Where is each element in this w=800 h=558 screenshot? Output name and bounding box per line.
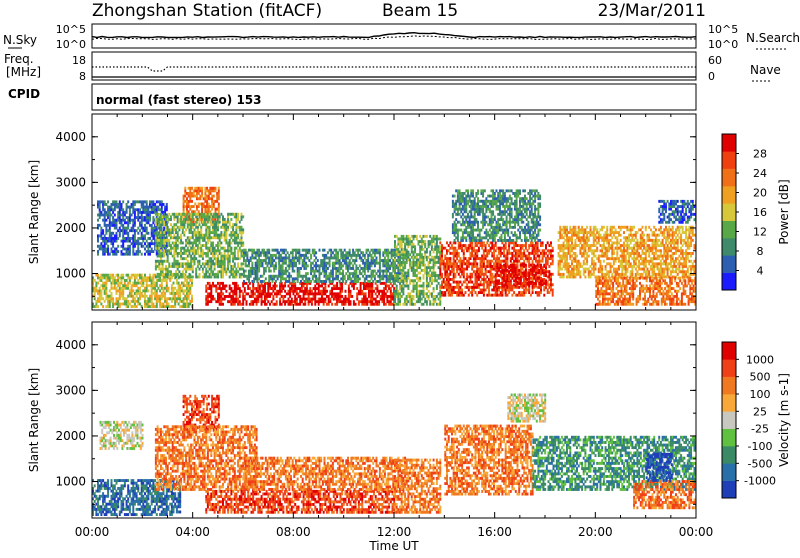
vel-patch [507, 394, 546, 423]
x-tick-label: 16:00 [477, 525, 512, 539]
power-ytick-label: 3000 [55, 175, 86, 189]
vel-colorbar-tick-label: 100 [750, 388, 771, 401]
vel-colorbar-tick-label: -500 [748, 457, 773, 470]
vel-colorbar-swatch [722, 429, 736, 447]
vel-colorbar-tick-label: 25 [753, 405, 767, 418]
power-patch [558, 226, 698, 279]
vel-colorbar-tick-label: -25 [751, 423, 769, 436]
power-ytick-label: 4000 [55, 130, 86, 144]
power-patch [394, 235, 441, 306]
cpid-panel: CPID normal (fast stereo) 153 [8, 84, 696, 110]
power-colorbar-tick-label: 20 [753, 187, 767, 200]
power-colorbar-swatch [722, 238, 736, 256]
vel-colorbar-swatch [722, 359, 736, 377]
vel-patch [243, 457, 408, 491]
freq-label-2: [MHz] [6, 65, 41, 79]
power-colorbar-swatch [722, 273, 736, 291]
freq-tick-low: 8 [79, 70, 86, 83]
power-colorbar-swatch [722, 169, 736, 187]
nave-tick-low: 0 [708, 70, 715, 83]
power-colorbar-tick-label: 24 [753, 167, 767, 180]
vel-colorbar-swatch [722, 481, 736, 499]
velocity-panel: 4000 3000 2000 1000 Slant Range [km] 1000 50… [27, 322, 791, 518]
vel-colorbar-swatch [722, 342, 736, 360]
power-colorbar-tick-label: 8 [757, 245, 764, 258]
power-colorbar: 28 24 20 16 12 8 4 [722, 134, 767, 290]
vel-ytick-label: 2000 [55, 429, 86, 443]
vel-colorbar-swatch [722, 394, 736, 412]
x-tick-label: 12:00 [377, 525, 412, 539]
velocity-colorbar-label: Velocity [m s-1] [777, 373, 791, 467]
vel-patch [155, 425, 258, 491]
nsky-label: N.Sky [3, 33, 37, 47]
cpid-text: normal (fast stereo) 153 [96, 93, 262, 107]
power-colorbar-tick-label: 4 [757, 265, 764, 278]
power-patch [243, 249, 408, 283]
power-colorbar-swatch [722, 134, 736, 152]
noise-tick-high-right: 10^5 [708, 23, 738, 36]
vel-colorbar-tick-label: -100 [748, 440, 773, 453]
station-title: Zhongshan Station (fitACF) [92, 1, 322, 21]
power-ytick-label: 2000 [55, 221, 86, 235]
power-ytick-label: 1000 [55, 267, 86, 281]
vel-patch [100, 421, 144, 450]
power-colorbar-tick-label: 16 [753, 206, 767, 219]
frequency-line [92, 67, 696, 71]
power-patch [92, 274, 193, 308]
noise-tick-low-right: 10^0 [708, 38, 738, 51]
noise-tick-low-left: 10^0 [56, 38, 86, 51]
freq-nave-panel: Freq. [MHz] 18 8 60 0 Nave [4, 52, 781, 83]
vel-colorbar-tick-label: 1000 [746, 353, 774, 366]
velocity-heatmap [92, 394, 697, 517]
velocity-colorbar: 1000 500 100 25 -25 -100 -500 -1000 [722, 342, 776, 498]
power-colorbar-swatch [722, 186, 736, 204]
noise-sky-line [92, 33, 696, 38]
x-tick-label: 08:00 [276, 525, 311, 539]
power-patch [658, 200, 697, 224]
cpid-label: CPID [8, 87, 40, 101]
x-tick-label: 00:00 [679, 525, 714, 539]
power-colorbar-tick-label: 12 [753, 226, 767, 239]
power-colorbar-swatch [722, 203, 736, 221]
vel-ytick-label: 3000 [55, 383, 86, 397]
power-colorbar-tick-label: 28 [753, 148, 767, 161]
power-patch [452, 189, 541, 242]
vel-ytick-label: 4000 [55, 338, 86, 352]
power-colorbar-swatch [722, 221, 736, 239]
power-patch [205, 282, 395, 306]
power-colorbar-label: Power [dB] [777, 179, 791, 244]
vel-colorbar-tick-label: 500 [750, 371, 771, 384]
power-colorbar-swatch [722, 151, 736, 169]
vel-ytick-label: 1000 [55, 475, 86, 489]
x-axis-ticks: 00:00 04:00 08:00 12:00 16:00 20:00 00:00 [75, 525, 714, 539]
x-axis-label: Time UT [368, 539, 419, 553]
date-title: 23/Mar/2011 [598, 1, 706, 21]
power-panel: 4000 3000 2000 1000 Slant Range [km] 28 24 20… [27, 114, 791, 310]
x-tick-label: 20:00 [578, 525, 613, 539]
vel-colorbar-swatch [722, 411, 736, 429]
vel-colorbar-swatch [722, 463, 736, 481]
x-tick-label: 04:00 [175, 525, 210, 539]
nsearch-label: N.Search [746, 31, 800, 45]
power-patch [595, 277, 698, 306]
nave-label: Nave [750, 63, 781, 77]
vel-patch [205, 490, 395, 514]
power-heatmap [92, 187, 698, 308]
power-patch [155, 213, 244, 279]
vel-colorbar-swatch [722, 377, 736, 395]
vel-patch [444, 425, 533, 496]
noise-panel: N.Sky 10^5 10^0 10^5 10^0 N.Search [3, 23, 800, 51]
nave-tick-high: 60 [708, 54, 722, 67]
freq-label-1: Freq. [4, 52, 34, 66]
noise-tick-high-left: 10^5 [56, 23, 86, 36]
beam-title: Beam 15 [382, 1, 458, 21]
vel-colorbar-swatch [722, 446, 736, 464]
power-colorbar-swatch [722, 255, 736, 273]
velocity-y-label: Slant Range [km] [27, 368, 41, 472]
vel-colorbar-tick-label: -1000 [744, 475, 776, 488]
power-y-label: Slant Range [km] [27, 160, 41, 264]
freq-tick-high: 18 [72, 54, 86, 67]
x-tick-label: 00:00 [75, 525, 110, 539]
